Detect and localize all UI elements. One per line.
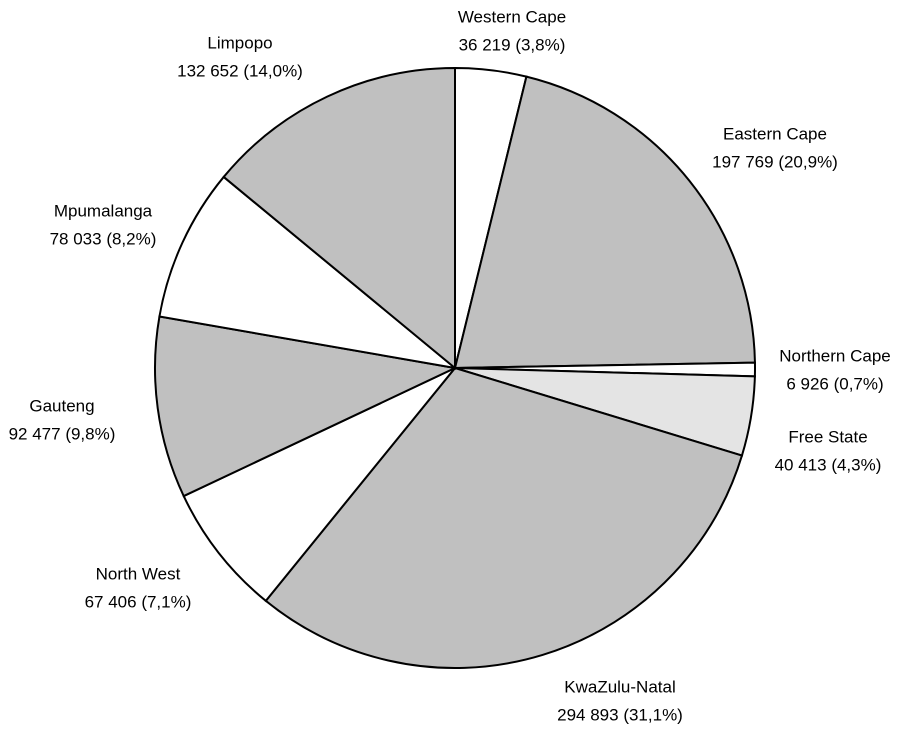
slice-value-label: 6 926 (0,7%) (786, 374, 883, 393)
pie-slice (154, 315, 459, 498)
slice-label: Northern Cape (779, 346, 891, 365)
slice-label: Gauteng (29, 396, 94, 415)
slice-value-label: 132 652 (14,0%) (177, 61, 303, 80)
pie-slice (264, 366, 744, 669)
slice-label: Western Cape (458, 7, 566, 26)
slice-value-label: 294 893 (31,1%) (557, 705, 683, 724)
slice-value-label: 67 406 (7,1%) (85, 592, 192, 611)
slice-value-label: 197 769 (20,9%) (712, 152, 838, 171)
slice-value-label: 92 477 (9,8%) (9, 424, 116, 443)
slice-label: Eastern Cape (723, 124, 827, 143)
slice-value-label: 78 033 (8,2%) (50, 229, 157, 248)
slice-value-label: 36 219 (3,8%) (459, 35, 566, 54)
slice-label: Free State (788, 427, 867, 446)
slice-label: Mpumalanga (54, 201, 153, 220)
pie-slice (453, 75, 756, 370)
slice-label: KwaZulu-Natal (564, 677, 676, 696)
pie-slice (222, 66, 456, 371)
slice-label: Limpopo (207, 33, 272, 52)
slice-label: North West (96, 564, 181, 583)
pie-slice (182, 367, 456, 603)
pie-slice (158, 175, 459, 370)
slice-value-label: 40 413 (4,3%) (775, 455, 882, 474)
